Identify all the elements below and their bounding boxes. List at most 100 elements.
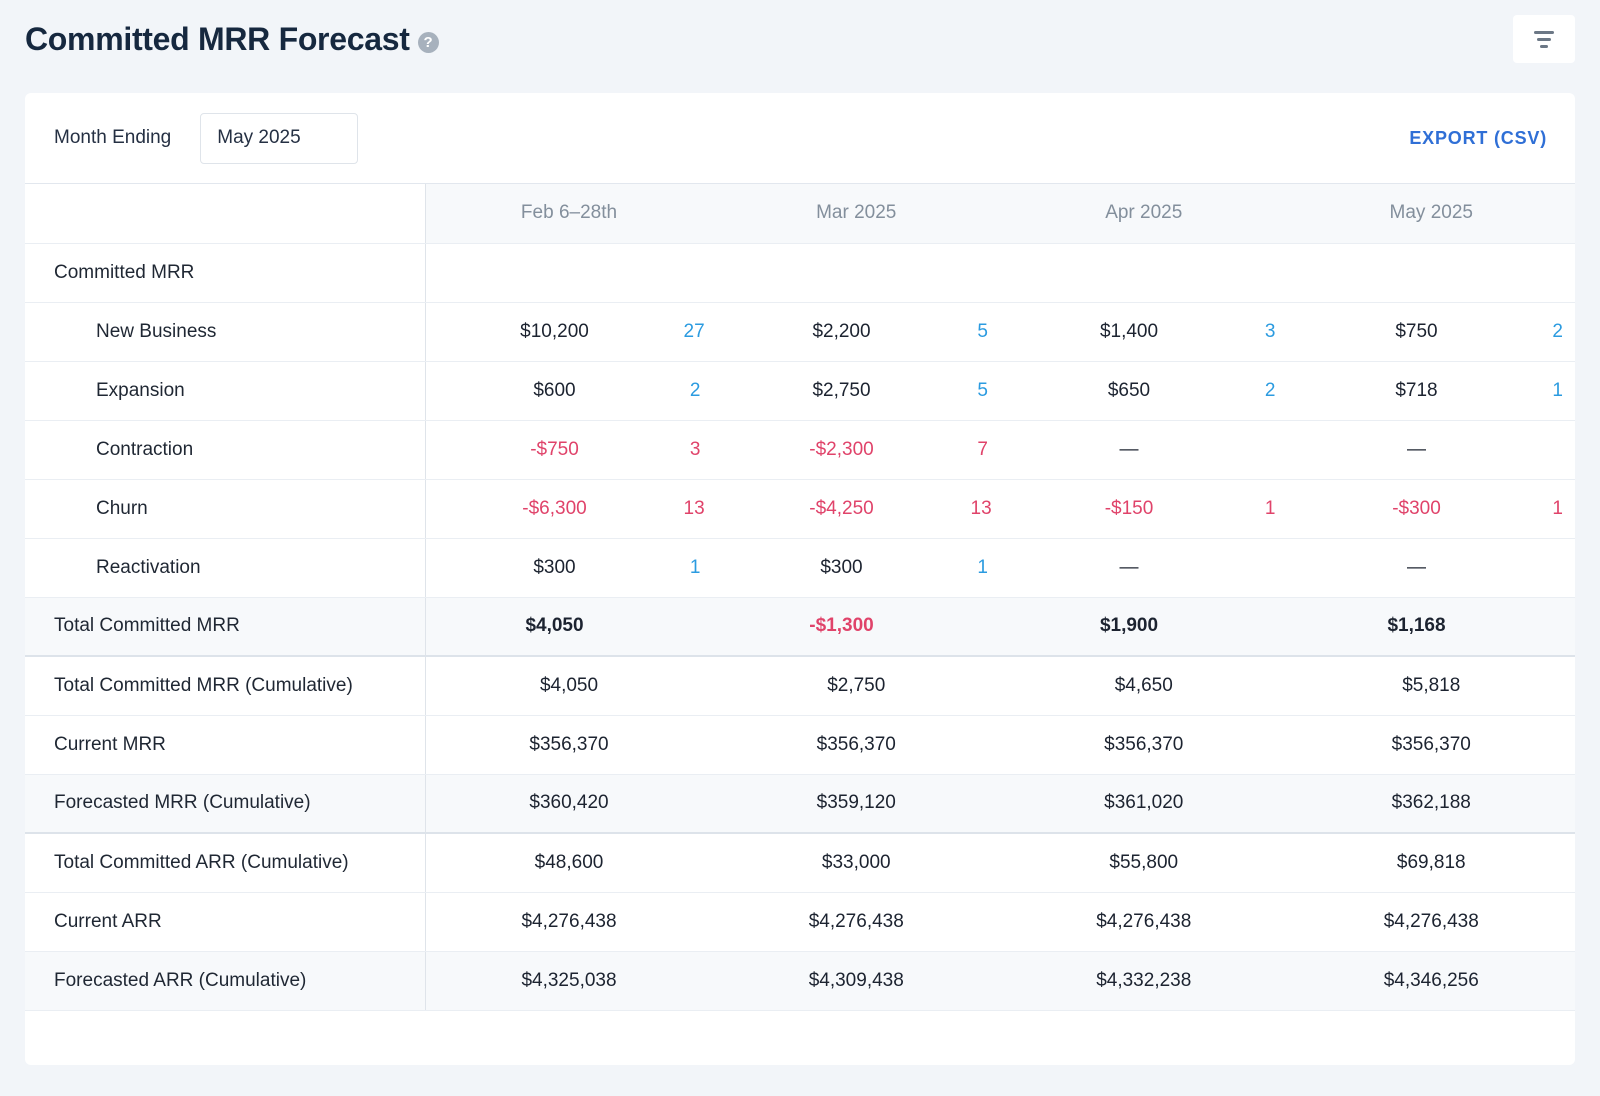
value-cell: — bbox=[1000, 420, 1288, 480]
count-link[interactable]: 3 bbox=[689, 438, 701, 460]
help-icon[interactable]: ? bbox=[417, 31, 439, 53]
value-pair: $300 1 bbox=[426, 539, 713, 597]
value-cell: $2,750 5 bbox=[712, 361, 1000, 421]
value-pair: -$150 1 bbox=[1000, 480, 1288, 538]
value-pair: -$2,300 7 bbox=[713, 421, 1001, 479]
table-row: Reactivation $300 1 $300 1 — — bbox=[25, 538, 1576, 598]
count-link[interactable]: 1 bbox=[977, 556, 988, 578]
empty-cell bbox=[425, 243, 713, 303]
value-pair: $600 2 bbox=[426, 362, 713, 420]
table-row: Contraction -$750 3 -$2,300 7 — — bbox=[25, 420, 1576, 480]
amount-value: $750 bbox=[1395, 320, 1438, 342]
summary-value: $4,346,256 bbox=[1287, 951, 1575, 1011]
row-label: Reactivation bbox=[25, 538, 426, 598]
amount-value: $2,750 bbox=[812, 379, 871, 401]
card-toolbar: Month Ending May 2025 EXPORT (CSV) bbox=[25, 93, 1575, 184]
row-label: Forecasted ARR (Cumulative) bbox=[25, 951, 426, 1011]
filter-button[interactable] bbox=[1513, 15, 1575, 63]
value-cell: $1,900 bbox=[1000, 597, 1288, 657]
value-cell: -$2,300 7 bbox=[712, 420, 1001, 480]
value-cell: -$300 1 bbox=[1287, 479, 1575, 539]
amount-value: -$2,300 bbox=[809, 438, 874, 460]
count-link[interactable]: 1 bbox=[1552, 379, 1563, 401]
summary-value: $48,600 bbox=[425, 833, 713, 893]
value-pair: — bbox=[1288, 539, 1576, 597]
value-pair: -$6,300 13 bbox=[426, 480, 713, 538]
value-cell: $1,400 3 bbox=[1000, 302, 1288, 362]
value-pair: $4,050 bbox=[426, 598, 713, 656]
table-header-row: Feb 6–28th Mar 2025 Apr 2025 May 2025 bbox=[25, 184, 1575, 244]
row-label: Total Committed ARR (Cumulative) bbox=[25, 833, 426, 893]
summary-value: $356,370 bbox=[1287, 715, 1575, 775]
export-csv-link[interactable]: EXPORT (CSV) bbox=[1409, 127, 1547, 148]
month-ending-label: Month Ending bbox=[54, 127, 172, 148]
count-link[interactable]: 1 bbox=[689, 556, 701, 578]
value-cell: $300 1 bbox=[425, 538, 713, 598]
month-ending-select[interactable]: May 2025 bbox=[200, 112, 359, 164]
amount-value: -$150 bbox=[1104, 497, 1154, 519]
value-pair: -$4,250 13 bbox=[713, 480, 1001, 538]
value-pair: $650 2 bbox=[1000, 362, 1288, 420]
summary-value: $356,370 bbox=[1000, 715, 1288, 775]
count-link[interactable]: 2 bbox=[1552, 320, 1563, 342]
value-pair: — bbox=[1000, 539, 1288, 597]
count-link[interactable]: 2 bbox=[689, 379, 701, 401]
value-cell: $300 1 bbox=[712, 538, 1001, 598]
count-link[interactable]: 1 bbox=[1264, 497, 1276, 519]
summary-value: $33,000 bbox=[712, 833, 1000, 893]
summary-value: $4,276,438 bbox=[425, 892, 713, 952]
value-pair: -$750 3 bbox=[426, 421, 713, 479]
empty-cell bbox=[1287, 243, 1575, 303]
empty-cell bbox=[1000, 243, 1288, 303]
summary-row: Forecasted MRR (Cumulative) $360,420 $359,… bbox=[25, 774, 1575, 834]
value-pair: — bbox=[1288, 421, 1576, 479]
summary-value: $4,325,038 bbox=[425, 951, 713, 1011]
summary-value: $360,420 bbox=[425, 774, 713, 834]
amount-value: — bbox=[1407, 556, 1426, 578]
count-link[interactable]: 5 bbox=[977, 379, 988, 401]
value-cell: $650 2 bbox=[1000, 361, 1288, 421]
summary-value: $55,800 bbox=[1000, 833, 1288, 893]
forecast-table: Feb 6–28th Mar 2025 Apr 2025 May 2025 Co… bbox=[25, 184, 1575, 1011]
value-pair: — bbox=[1000, 421, 1288, 479]
summary-value: $4,332,238 bbox=[1000, 951, 1288, 1011]
count-link[interactable]: 3 bbox=[1264, 320, 1276, 342]
value-cell: -$750 3 bbox=[425, 420, 713, 480]
amount-value: $2,200 bbox=[812, 320, 871, 342]
filter-icon-line bbox=[1540, 44, 1548, 48]
column-header: Apr 2025 bbox=[1000, 184, 1288, 244]
count-link[interactable]: 13 bbox=[683, 497, 705, 519]
count-link[interactable]: 27 bbox=[683, 320, 705, 342]
summary-value: $5,818 bbox=[1287, 656, 1575, 716]
value-cell: -$4,250 13 bbox=[712, 479, 1001, 539]
row-label: Total Committed MRR (Cumulative) bbox=[25, 656, 426, 716]
column-header: Mar 2025 bbox=[712, 184, 1000, 244]
header-corner bbox=[25, 184, 426, 244]
count-link[interactable]: 5 bbox=[977, 320, 988, 342]
value-pair: $1,400 3 bbox=[1000, 303, 1288, 361]
amount-value: -$4,250 bbox=[809, 497, 874, 519]
count-link[interactable]: 13 bbox=[970, 497, 992, 519]
total-value: $1,900 bbox=[1099, 615, 1159, 637]
count-link[interactable]: 7 bbox=[977, 438, 988, 460]
page-header: Committed MRR Forecast ? bbox=[25, 14, 1575, 64]
row-label: Expansion bbox=[25, 361, 426, 421]
total-value: $4,050 bbox=[525, 615, 584, 637]
total-value: -$1,300 bbox=[809, 615, 874, 637]
total-row: Total Committed MRR $4,050 -$1,300 $1,900 $1… bbox=[25, 597, 1575, 657]
summary-value: $4,050 bbox=[425, 656, 713, 716]
summary-value: $4,650 bbox=[1000, 656, 1288, 716]
value-pair: $300 1 bbox=[713, 539, 1001, 597]
value-cell: $4,050 bbox=[425, 597, 713, 657]
summary-value: $362,188 bbox=[1287, 774, 1575, 834]
count-link[interactable]: 1 bbox=[1552, 497, 1563, 519]
amount-value: $300 bbox=[533, 556, 576, 578]
forecast-card: Month Ending May 2025 EXPORT (CSV) Feb 6… bbox=[25, 93, 1575, 1065]
value-cell: — bbox=[1287, 420, 1576, 480]
count-link[interactable]: 2 bbox=[1264, 379, 1276, 401]
summary-value: $356,370 bbox=[712, 715, 1000, 775]
value-pair: $1,900 bbox=[1000, 598, 1288, 656]
amount-value: — bbox=[1407, 438, 1426, 460]
row-label: Current ARR bbox=[25, 892, 426, 952]
value-cell: — bbox=[1287, 538, 1576, 598]
